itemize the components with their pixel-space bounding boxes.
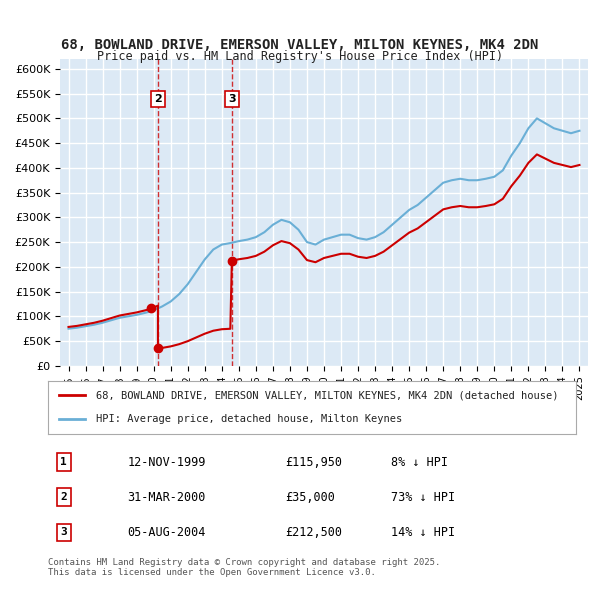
Text: 68, BOWLAND DRIVE, EMERSON VALLEY, MILTON KEYNES, MK4 2DN: 68, BOWLAND DRIVE, EMERSON VALLEY, MILTO… [61, 38, 539, 53]
Text: 73% ↓ HPI: 73% ↓ HPI [391, 491, 455, 504]
Text: 2: 2 [61, 493, 67, 502]
Text: Contains HM Land Registry data © Crown copyright and database right 2025.
This d: Contains HM Land Registry data © Crown c… [48, 558, 440, 577]
Text: 14% ↓ HPI: 14% ↓ HPI [391, 526, 455, 539]
Text: 1: 1 [61, 457, 67, 467]
Text: £212,500: £212,500 [286, 526, 343, 539]
Text: £115,950: £115,950 [286, 455, 343, 469]
Text: Price paid vs. HM Land Registry's House Price Index (HPI): Price paid vs. HM Land Registry's House … [97, 50, 503, 63]
Text: 68, BOWLAND DRIVE, EMERSON VALLEY, MILTON KEYNES, MK4 2DN (detached house): 68, BOWLAND DRIVE, EMERSON VALLEY, MILTO… [95, 391, 558, 401]
Text: 2: 2 [154, 94, 162, 104]
Text: 3: 3 [61, 527, 67, 537]
Text: £35,000: £35,000 [286, 491, 335, 504]
Text: 31-MAR-2000: 31-MAR-2000 [127, 491, 206, 504]
Text: HPI: Average price, detached house, Milton Keynes: HPI: Average price, detached house, Milt… [95, 414, 402, 424]
Text: 3: 3 [228, 94, 236, 104]
Text: 8% ↓ HPI: 8% ↓ HPI [391, 455, 448, 469]
Text: 12-NOV-1999: 12-NOV-1999 [127, 455, 206, 469]
Text: 05-AUG-2004: 05-AUG-2004 [127, 526, 206, 539]
